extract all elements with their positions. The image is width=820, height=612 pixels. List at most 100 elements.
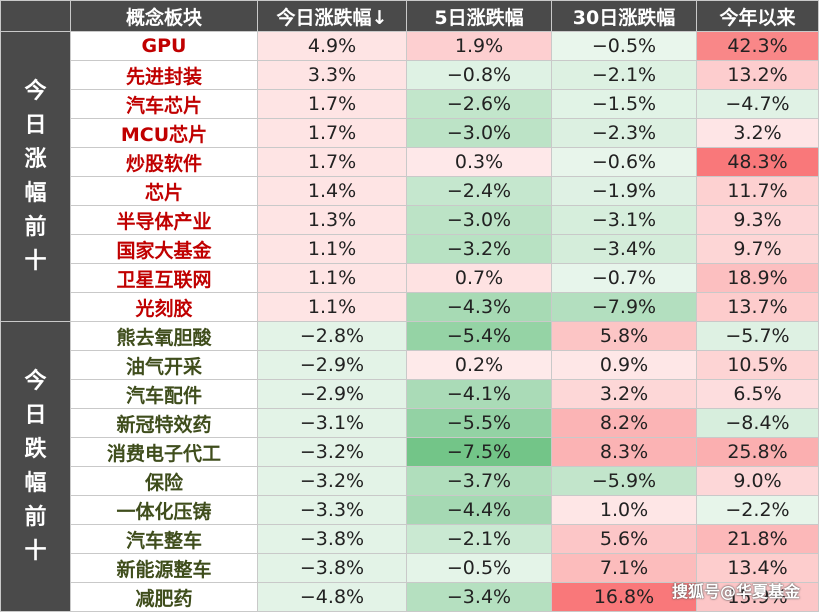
group-label-top_gainers: 今日涨幅前十 <box>0 31 71 322</box>
table-row: 汽车配件 −2.9% −4.1% 3.2% 6.5% <box>1 379 819 409</box>
cell-ytd: −4.7% <box>696 89 819 119</box>
concept-name[interactable]: 芯片 <box>70 176 258 206</box>
concept-name[interactable]: 新冠特效药 <box>70 408 258 438</box>
header-blank <box>0 0 71 32</box>
table-row: 国家大基金 1.1% −3.2% −3.4% 9.7% <box>1 234 819 264</box>
concept-name[interactable]: 先进封装 <box>70 60 258 90</box>
cell-d30: −7.9% <box>551 292 697 322</box>
cell-d5: −3.2% <box>406 234 552 264</box>
cell-ytd: 15.9% <box>696 582 819 612</box>
cell-ytd: 11.7% <box>696 176 819 206</box>
cell-d30: 0.9% <box>551 350 697 380</box>
cell-ytd: 3.2% <box>696 118 819 148</box>
table-row: 消费电子代工 −3.2% −7.5% 8.3% 25.8% <box>1 437 819 467</box>
cell-today: 1.7% <box>257 118 407 148</box>
cell-d5: −3.0% <box>406 118 552 148</box>
table-row: 保险 −3.2% −3.7% −5.9% 9.0% <box>1 466 819 496</box>
cell-d30: −0.6% <box>551 147 697 177</box>
cell-d30: −0.7% <box>551 263 697 293</box>
cell-ytd: 10.5% <box>696 350 819 380</box>
cell-d5: −3.7% <box>406 466 552 496</box>
cell-d30: −1.5% <box>551 89 697 119</box>
cell-d5: −7.5% <box>406 437 552 467</box>
cell-d30: −2.1% <box>551 60 697 90</box>
cell-today: −3.1% <box>257 408 407 438</box>
cell-today: −3.2% <box>257 437 407 467</box>
cell-ytd: 13.4% <box>696 553 819 583</box>
cell-d30: −3.1% <box>551 205 697 235</box>
header-5d[interactable]: 5日涨跌幅 <box>406 0 552 32</box>
cell-today: 3.3% <box>257 60 407 90</box>
cell-today: −4.8% <box>257 582 407 612</box>
concept-name[interactable]: 炒股软件 <box>70 147 258 177</box>
cell-today: 4.9% <box>257 31 407 61</box>
header-ytd[interactable]: 今年以来 <box>696 0 819 32</box>
table-row: 先进封装 3.3% −0.8% −2.1% 13.2% <box>1 60 819 90</box>
header-30d[interactable]: 30日涨跌幅 <box>551 0 697 32</box>
cell-today: 1.3% <box>257 205 407 235</box>
concept-name[interactable]: 光刻胶 <box>70 292 258 322</box>
watermark: 搜狐号@华夏基金 <box>671 582 800 601</box>
cell-d30: 7.1% <box>551 553 697 583</box>
concept-name[interactable]: 减肥药 <box>70 582 258 612</box>
concept-name[interactable]: 半导体产业 <box>70 205 258 235</box>
cell-ytd: 48.3% <box>696 147 819 177</box>
cell-d5: −3.4% <box>406 582 552 612</box>
concept-name[interactable]: GPU <box>70 31 258 61</box>
cell-today: 1.7% <box>257 147 407 177</box>
cell-d5: 0.3% <box>406 147 552 177</box>
table-row: 卫星互联网 1.1% 0.7% −0.7% 18.9% <box>1 263 819 293</box>
cell-ytd: 21.8% <box>696 524 819 554</box>
header-concept: 概念板块 <box>70 0 258 32</box>
cell-d5: 1.9% <box>406 31 552 61</box>
concept-name[interactable]: 汽车芯片 <box>70 89 258 119</box>
cell-ytd: 9.7% <box>696 234 819 264</box>
table-row: MCU芯片 1.7% −3.0% −2.3% 3.2% <box>1 118 819 148</box>
cell-today: −3.3% <box>257 495 407 525</box>
concept-name[interactable]: 汽车配件 <box>70 379 258 409</box>
cell-ytd: 6.5% <box>696 379 819 409</box>
concept-name[interactable]: 油气开采 <box>70 350 258 380</box>
cell-d30: 3.2% <box>551 379 697 409</box>
table-row: 半导体产业 1.3% −3.0% −3.1% 9.3% <box>1 205 819 235</box>
cell-d5: 0.2% <box>406 350 552 380</box>
cell-ytd: 13.7% <box>696 292 819 322</box>
table-row: 汽车芯片 1.7% −2.6% −1.5% −4.7% <box>1 89 819 119</box>
concept-name[interactable]: 汽车整车 <box>70 524 258 554</box>
cell-d30: −1.9% <box>551 176 697 206</box>
cell-d5: −5.5% <box>406 408 552 438</box>
table-row: 一体化压铸 −3.3% −4.4% 1.0% −2.2% <box>1 495 819 525</box>
cell-d30: −3.4% <box>551 234 697 264</box>
cell-ytd: 42.3% <box>696 31 819 61</box>
cell-d5: 0.7% <box>406 263 552 293</box>
cell-d5: −2.1% <box>406 524 552 554</box>
concept-name[interactable]: 保险 <box>70 466 258 496</box>
cell-d5: −3.0% <box>406 205 552 235</box>
cell-d5: −0.8% <box>406 60 552 90</box>
table-row: 今日涨幅前十 GPU 4.9% 1.9% −0.5% 42.3% <box>0 31 819 322</box>
concept-name[interactable]: 熊去氧胆酸 <box>70 321 258 351</box>
concept-name[interactable]: 国家大基金 <box>70 234 258 264</box>
cell-today: 1.4% <box>257 176 407 206</box>
cell-ytd: 9.3% <box>696 205 819 235</box>
table-row: 炒股软件 1.7% 0.3% −0.6% 48.3% <box>1 147 819 177</box>
concept-name[interactable]: 新能源整车 <box>70 553 258 583</box>
concept-name[interactable]: MCU芯片 <box>70 118 258 148</box>
table-row: 光刻胶 1.1% −4.3% −7.9% 13.7% <box>1 292 819 322</box>
cell-today: −3.8% <box>257 524 407 554</box>
cell-d30: −2.3% <box>551 118 697 148</box>
cell-today: −3.2% <box>257 466 407 496</box>
concept-name[interactable]: 消费电子代工 <box>70 437 258 467</box>
header-row: 概念板块 今日涨跌幅↓ 5日涨跌幅 30日涨跌幅 今年以来 <box>0 0 819 32</box>
concept-name[interactable]: 一体化压铸 <box>70 495 258 525</box>
header-today[interactable]: 今日涨跌幅↓ <box>257 0 407 32</box>
cell-d5: −4.3% <box>406 292 552 322</box>
cell-ytd: 25.8% <box>696 437 819 467</box>
cell-d30: −0.5% <box>551 31 697 61</box>
cell-today: −3.8% <box>257 553 407 583</box>
cell-ytd: 18.9% <box>696 263 819 293</box>
cell-d5: −0.5% <box>406 553 552 583</box>
concept-name[interactable]: 卫星互联网 <box>70 263 258 293</box>
cell-ytd: 13.2% <box>696 60 819 90</box>
